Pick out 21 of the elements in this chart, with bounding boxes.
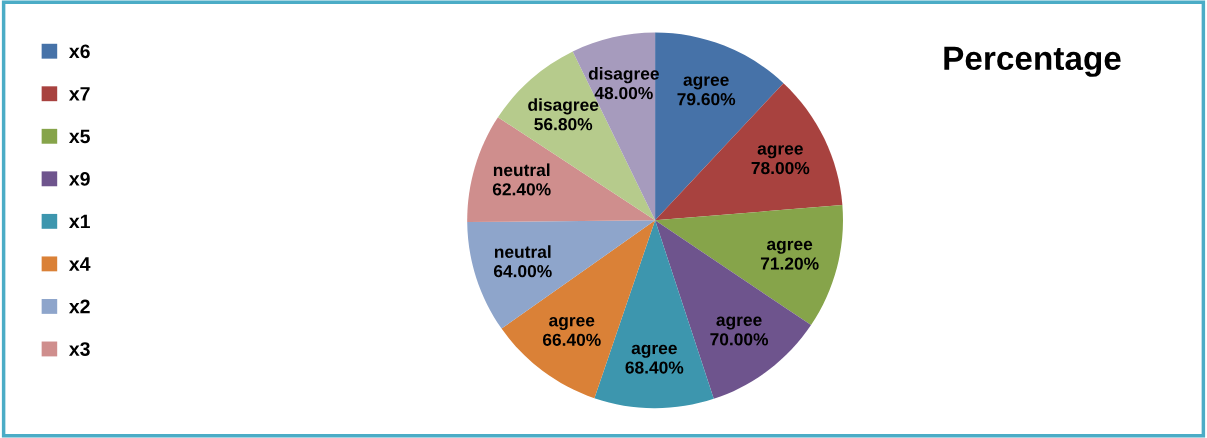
data-label: agree 70.00% [710,316,769,346]
legend-label: x2 [69,299,90,314]
legend-label: x3 [69,342,90,356]
legend-label: x7 [69,87,90,101]
data-label: disagree 48.00% [588,67,659,100]
data-label: agree 71.20% [760,240,819,270]
legend-label: x4 [69,257,91,271]
data-label: neutral 62.40% [492,163,551,196]
pie-slice [467,117,656,223]
legend-label: x5 [69,129,90,144]
data-label: agree 79.60% [677,76,736,106]
data-label: disagree 56.80% [528,98,599,131]
text: Percentage [944,46,1121,77]
data-label: neutral 64.00% [493,245,552,278]
pie-slice [467,220,656,329]
data-label: agree 68.40% [625,344,684,374]
legend-label: x9 [69,172,90,186]
legend-label: x6 [69,44,90,59]
data-label: agree 78.00% [751,145,810,175]
data-label: agree 66.40% [542,317,601,346]
legend-label: x1 [69,214,90,229]
